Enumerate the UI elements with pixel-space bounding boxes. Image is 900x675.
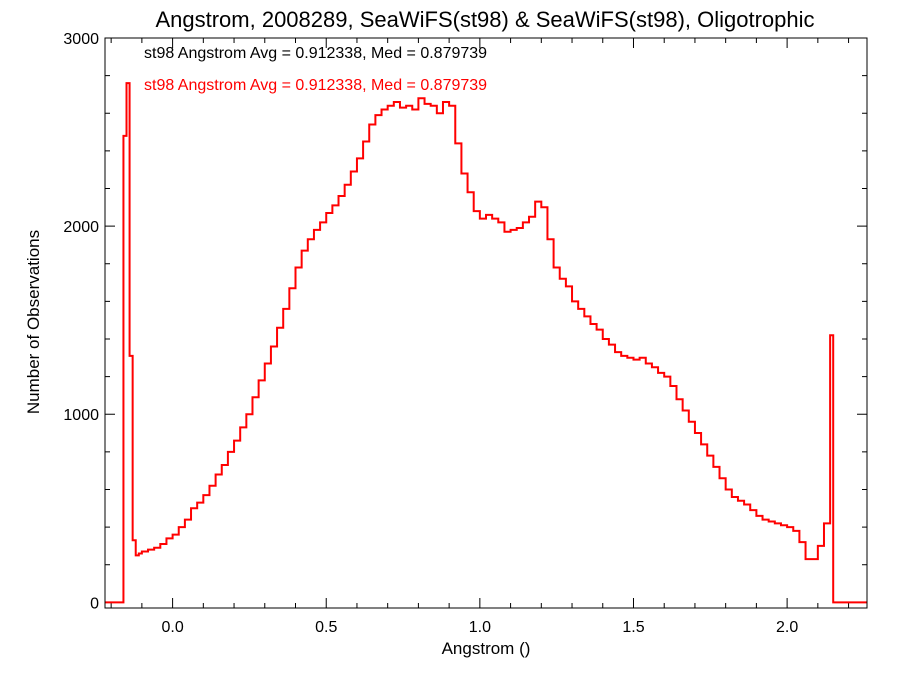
y-tick-label: 0 bbox=[90, 595, 99, 612]
annotation-red: st98 Angstrom Avg = 0.912338, Med = 0.87… bbox=[144, 77, 487, 94]
histogram-series-line bbox=[105, 82, 867, 604]
chart-title: Angstrom, 2008289, SeaWiFS(st98) & SeaWi… bbox=[155, 7, 814, 32]
annotation-black: st98 Angstrom Avg = 0.912338, Med = 0.87… bbox=[144, 45, 487, 62]
x-tick-label: 1.5 bbox=[622, 619, 644, 636]
x-tick-label: 0.0 bbox=[161, 619, 183, 636]
y-tick-label: 3000 bbox=[63, 31, 99, 48]
y-axis-label: Number of Observations bbox=[24, 230, 43, 414]
y-tick-label: 1000 bbox=[63, 407, 99, 424]
plot-frame bbox=[104, 37, 868, 609]
y-tick-label: 2000 bbox=[63, 219, 99, 236]
x-tick-label: 2.0 bbox=[776, 619, 798, 636]
tick-labels: 0.0 0.5 1.0 1.5 2.0 0 1000 2000 3000 bbox=[63, 31, 798, 636]
series-layer bbox=[105, 82, 867, 604]
x-tick-label: 1.0 bbox=[469, 619, 491, 636]
x-axis-label: Angstrom () bbox=[442, 639, 531, 658]
x-tick-label: 0.5 bbox=[315, 619, 337, 636]
